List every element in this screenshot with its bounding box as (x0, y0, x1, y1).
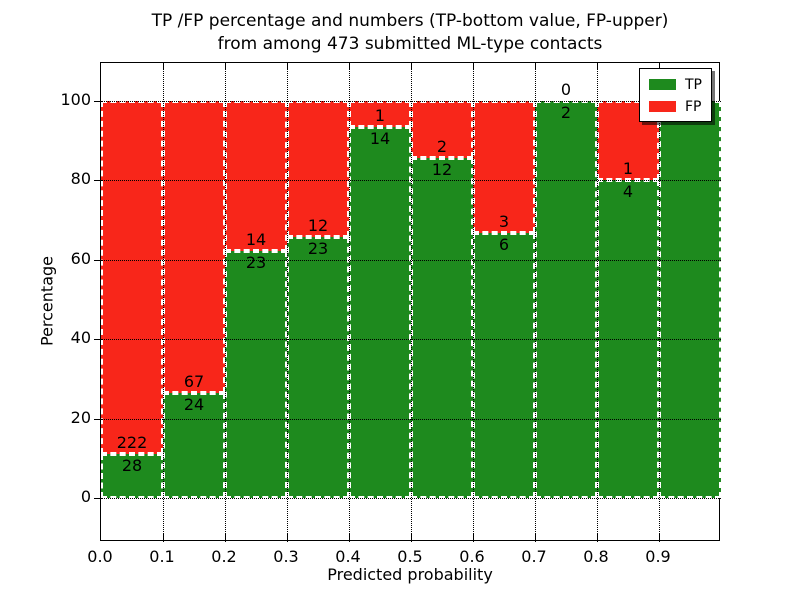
x-axis-label: Predicted probability (327, 565, 493, 584)
x-tick-mark (411, 533, 412, 540)
chart-title: TP /FP percentage and numbers (TP-bottom… (100, 10, 720, 56)
grid-line-vertical (473, 63, 474, 542)
x-tick-mark (163, 63, 164, 70)
x-tick-mark (535, 533, 536, 540)
x-tick-mark (597, 63, 598, 70)
legend-swatch-tp (649, 79, 676, 90)
x-tick-mark (473, 533, 474, 540)
x-tick-mark (287, 533, 288, 540)
x-tick-mark (411, 63, 412, 70)
bar-segment-tp (225, 251, 287, 498)
x-tick-mark (163, 533, 164, 540)
bar-segment-fp (101, 101, 163, 454)
y-tick-mark (94, 101, 100, 102)
grid-line-vertical (411, 63, 412, 542)
bar-segment-tp (163, 393, 225, 498)
legend: TP FP (639, 68, 712, 122)
x-tick-label: 0.8 (583, 547, 609, 566)
bar-segment-fp (225, 101, 287, 252)
y-tick-mark (94, 180, 100, 182)
legend-entry-label: FP (685, 98, 702, 115)
grid-line-vertical (287, 63, 288, 542)
bar-segment-fp (349, 101, 411, 128)
x-tick-label: 0.2 (211, 547, 237, 566)
bar-segment-tp (101, 453, 163, 498)
grid-line-vertical (349, 63, 350, 542)
legend-entry-label: TP (685, 76, 702, 93)
x-tick-mark (225, 63, 226, 70)
y-tick-label: 20 (70, 407, 91, 427)
x-tick-mark (535, 63, 536, 70)
grid-line-vertical (659, 63, 660, 542)
x-tick-label: 0.5 (397, 547, 423, 566)
bar-segment-fp (411, 101, 473, 158)
chart-title-line2: from among 473 submitted ML-type contact… (217, 34, 603, 54)
bar-label-fp: 0 (560, 80, 572, 99)
bar-segment-fp (473, 101, 535, 234)
legend-entry: TP (649, 75, 702, 94)
y-tick-label: 40 (70, 328, 91, 348)
x-tick-mark (659, 533, 660, 540)
legend-entry: FP (649, 97, 702, 116)
legend-swatch-fp (649, 101, 676, 112)
x-tick-label: 0.7 (521, 547, 547, 566)
x-tick-mark (349, 533, 350, 540)
bar-segment-tp (349, 127, 411, 498)
x-tick-label: 0.3 (273, 547, 299, 566)
bar-segment-tp (659, 101, 721, 498)
bar-segment-fp (287, 101, 349, 238)
x-tick-label: 0.9 (645, 547, 671, 566)
x-tick-label: 0.0 (87, 547, 113, 566)
x-tick-label: 0.4 (335, 547, 361, 566)
y-tick-label: 60 (70, 248, 91, 268)
x-tick-label: 0.1 (149, 547, 175, 566)
y-tick-mark (94, 339, 100, 341)
bar-segment-tp (535, 101, 597, 498)
bar-segment-fp (163, 101, 225, 394)
grid-line-vertical (535, 63, 536, 542)
bar-segment-tp (411, 157, 473, 498)
bar-segment-tp (473, 233, 535, 498)
x-tick-mark (287, 63, 288, 70)
bar-segment-tp (287, 237, 349, 498)
y-tick-mark (94, 418, 100, 420)
chart-title-line1: TP /FP percentage and numbers (TP-bottom… (151, 11, 669, 31)
grid-line-vertical (225, 63, 226, 542)
y-tick-mark (94, 498, 100, 499)
y-tick-mark (94, 259, 100, 261)
y-tick-label: 80 (70, 169, 91, 189)
y-tick-label: 0 (80, 487, 91, 506)
x-tick-mark (225, 533, 226, 540)
x-tick-mark (597, 533, 598, 540)
x-tick-mark (349, 63, 350, 70)
x-tick-mark (659, 63, 660, 70)
grid-line-vertical (597, 63, 598, 542)
x-tick-label: 0.6 (459, 547, 485, 566)
y-tick-label: 100 (60, 90, 91, 109)
grid-line-vertical (163, 63, 164, 542)
x-tick-mark (473, 63, 474, 70)
